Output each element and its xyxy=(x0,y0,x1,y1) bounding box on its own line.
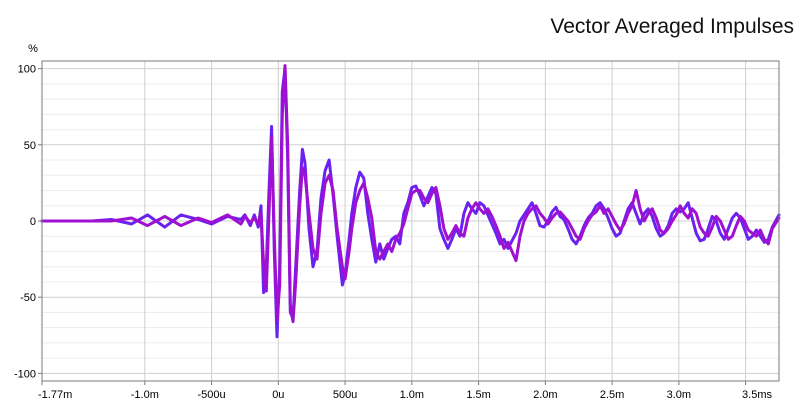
x-tick-label: 1.5m xyxy=(466,389,490,401)
x-tick-label: 2.5m xyxy=(600,389,624,401)
x-tick-label: 3.5ms xyxy=(742,389,772,401)
y-tick-label: 0 xyxy=(30,216,36,228)
y-tick-label: -50 xyxy=(20,292,36,304)
x-tick-label: -1.0m xyxy=(131,389,159,401)
y-axis-ticks: 100 50 0 -50 -100 xyxy=(14,64,42,380)
y-tick-label: 50 xyxy=(24,140,36,152)
y-tick-label: 100 xyxy=(18,64,36,76)
x-tick-label: 500u xyxy=(333,389,357,401)
x-tick-label: -500u xyxy=(197,389,225,401)
x-tick-label: 1.0m xyxy=(400,389,424,401)
impulse-series-2-line xyxy=(40,64,781,324)
x-tick-label: 0u xyxy=(272,389,284,401)
x-tick-label: 2.0m xyxy=(533,389,557,401)
x-tick-label: -1.77m xyxy=(38,389,72,401)
x-axis-ticks: -1.77m -1.0m -500u 0u 500u 1.0m 1.5m 2.0m 2.5m 3.… xyxy=(38,381,772,401)
chart-title: Vector Averaged Impulses xyxy=(550,15,794,38)
x-tick-label: 3.0m xyxy=(667,389,691,401)
y-tick-label: -100 xyxy=(14,368,36,380)
series-layer xyxy=(40,64,781,339)
y-axis-unit-label: % xyxy=(28,43,38,55)
